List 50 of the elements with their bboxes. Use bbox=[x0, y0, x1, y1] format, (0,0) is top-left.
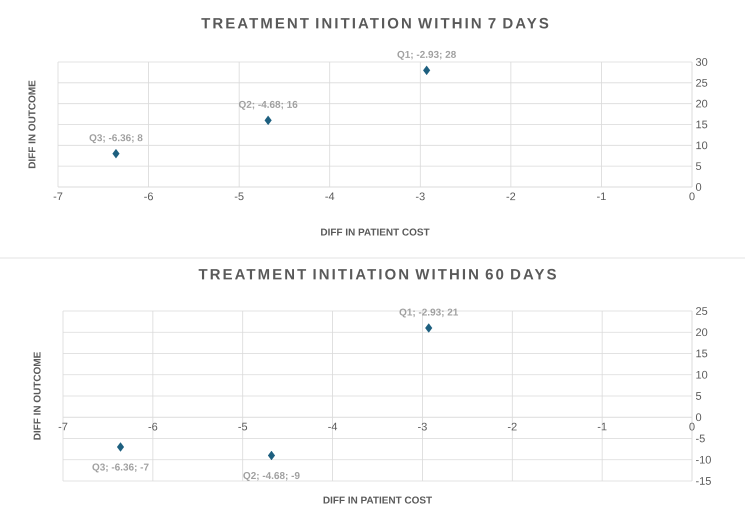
annotation: Q3; -6.36; 8 bbox=[90, 134, 143, 144]
x-axis-title: DIFF IN PATIENT COST bbox=[321, 228, 430, 236]
chart-title: TREATMENT INITIATION WITHIN 7 DAYS bbox=[201, 18, 548, 28]
point bbox=[425, 323, 432, 333]
y-axis-title: DIFF IN OUTCOME bbox=[34, 352, 41, 440]
annotation: Q2; -4.68; -9 bbox=[243, 472, 300, 481]
annotation: Q1; -2.93; 21 bbox=[400, 308, 458, 318]
y-tick-label: 15 bbox=[696, 350, 708, 358]
y-tick-label: -10 bbox=[696, 456, 711, 464]
x-tick-label: -2 bbox=[508, 422, 517, 430]
y-tick-label: -5 bbox=[696, 434, 705, 442]
x-tick-label: -5 bbox=[238, 422, 248, 430]
x-tick-label: -1 bbox=[598, 422, 606, 430]
y-tick-label: 20 bbox=[696, 328, 708, 336]
x-tick-label: -1 bbox=[597, 192, 606, 200]
x-tick-label: -2 bbox=[506, 192, 516, 200]
y-tick-label: 20 bbox=[696, 100, 708, 108]
annotation: Q2; -4.68; 16 bbox=[238, 100, 298, 110]
x-tick-label: -3 bbox=[418, 422, 427, 431]
y-tick-label: 10 bbox=[696, 370, 708, 379]
x-tick-label: -7 bbox=[54, 192, 62, 200]
annotation: Q3; -6.36; -7 bbox=[92, 464, 149, 472]
y-tick-label: 25 bbox=[696, 307, 708, 315]
x-tick-label: -6 bbox=[144, 192, 153, 200]
y-tick-label: 0 bbox=[696, 413, 702, 422]
y-tick-label: 15 bbox=[696, 120, 708, 128]
annotation: Q1; -2.93; 28 bbox=[397, 50, 456, 60]
x-tick-label: 0 bbox=[689, 192, 695, 200]
y-tick-label: 5 bbox=[696, 392, 702, 400]
point bbox=[116, 442, 124, 452]
point bbox=[268, 450, 276, 460]
y-tick-label: 25 bbox=[696, 78, 708, 87]
chart-title: TREATMENT INITIATION WITHIN 60 DAYS bbox=[198, 268, 556, 280]
y-tick-label: 30 bbox=[696, 58, 708, 66]
x-tick-label: -7 bbox=[58, 422, 68, 430]
x-tick-label: 0 bbox=[689, 422, 695, 431]
point bbox=[423, 66, 430, 76]
y-tick-label: 0 bbox=[696, 183, 702, 191]
x-tick-label: -4 bbox=[328, 422, 338, 430]
x-tick-label: -6 bbox=[148, 422, 158, 431]
x-axis-title: DIFF IN PATIENT COST bbox=[324, 496, 432, 504]
point bbox=[264, 116, 272, 126]
x-tick-label: -3 bbox=[416, 192, 425, 200]
x-tick-label: -4 bbox=[325, 192, 334, 200]
point bbox=[112, 148, 120, 158]
x-tick-label: -5 bbox=[234, 192, 244, 200]
y-tick-label: 10 bbox=[696, 141, 708, 150]
y-tick-label: 5 bbox=[696, 162, 702, 170]
y-axis-title: DIFF IN OUTCOME bbox=[28, 80, 36, 168]
y-tick-label: -15 bbox=[696, 477, 711, 485]
